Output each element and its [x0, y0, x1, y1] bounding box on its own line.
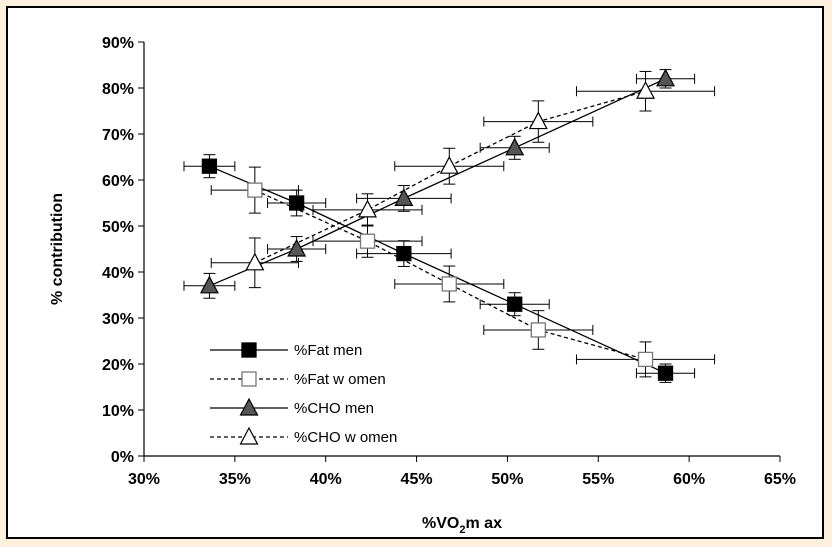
y-tick-label: 60%: [102, 173, 134, 190]
legend-label: %Fat men: [294, 342, 362, 359]
data-point: [505, 137, 525, 156]
data-point: [530, 322, 546, 338]
y-tick-label: 90%: [102, 35, 134, 52]
series-layer: [183, 68, 716, 383]
x-tick-label: 35%: [219, 471, 251, 488]
x-tick-label: 65%: [764, 471, 796, 488]
x-tick-label: 40%: [310, 471, 342, 488]
y-tick-label: 50%: [102, 219, 134, 236]
x-tick-label: 55%: [582, 471, 614, 488]
data-point: [199, 275, 219, 294]
x-axis-title-subscript: 2: [459, 524, 465, 536]
x-axis-title-main: %VO: [422, 515, 459, 532]
x-tick-label: 60%: [673, 471, 705, 488]
data-point: [288, 195, 305, 211]
legend-marker: [241, 342, 257, 358]
y-tick-label: 0%: [111, 449, 134, 466]
legend-marker: [239, 426, 259, 445]
series-line: [209, 78, 666, 287]
series-line: [209, 165, 666, 374]
data-point: [637, 351, 654, 368]
legend-marker: [239, 397, 259, 416]
data-point: [656, 68, 676, 87]
x-tick-label: 50%: [491, 471, 523, 488]
legend-label: %CHO men: [294, 400, 374, 417]
x-axis-title: %VO2m ax: [422, 515, 502, 536]
data-point: [441, 276, 457, 292]
series-3-points: [210, 70, 716, 289]
series-0-line-group: [209, 165, 666, 374]
axes: [143, 42, 780, 457]
data-point: [636, 80, 656, 99]
ticks: 0% 10% 20% 30% 40% 50% 60% 70% 80% 90% 30% 35% 40% 45…: [102, 35, 796, 488]
y-tick-label: 30%: [102, 311, 134, 328]
legend-marker: [241, 371, 257, 387]
series-2-points: [183, 68, 696, 299]
data-point: [201, 158, 218, 174]
data-point: [396, 245, 412, 262]
y-tick-label: 10%: [102, 403, 134, 420]
data-point: [507, 296, 523, 312]
series-line: [254, 189, 646, 361]
series-1-points: [210, 166, 716, 378]
y-tick-label: 80%: [102, 81, 134, 98]
x-tick-label: 45%: [401, 471, 433, 488]
series-2-line-group: [209, 78, 666, 287]
data-point: [657, 365, 674, 381]
x-tick-label: 30%: [128, 471, 160, 488]
series-0-points: [183, 154, 696, 383]
data-point: [245, 252, 265, 271]
y-tick-label: 70%: [102, 127, 134, 144]
data-point: [358, 199, 378, 218]
data-point: [439, 155, 459, 174]
y-tick-label: 20%: [102, 357, 134, 374]
data-point: [394, 188, 414, 206]
data-point: [359, 233, 376, 249]
legend-label: %Fat w omen: [294, 371, 386, 388]
legend: %Fat men %Fat w omen %CHO men %CHO w omen: [210, 342, 397, 446]
data-point: [287, 238, 307, 257]
series-1-line-group: [254, 189, 646, 361]
legend-label: %CHO w omen: [294, 429, 397, 446]
x-axis-title-suffix: m ax: [466, 515, 503, 532]
y-tick-label: 40%: [102, 265, 134, 282]
data-point: [247, 182, 263, 198]
y-axis-title: % contribution: [49, 193, 66, 305]
data-point: [528, 111, 548, 130]
